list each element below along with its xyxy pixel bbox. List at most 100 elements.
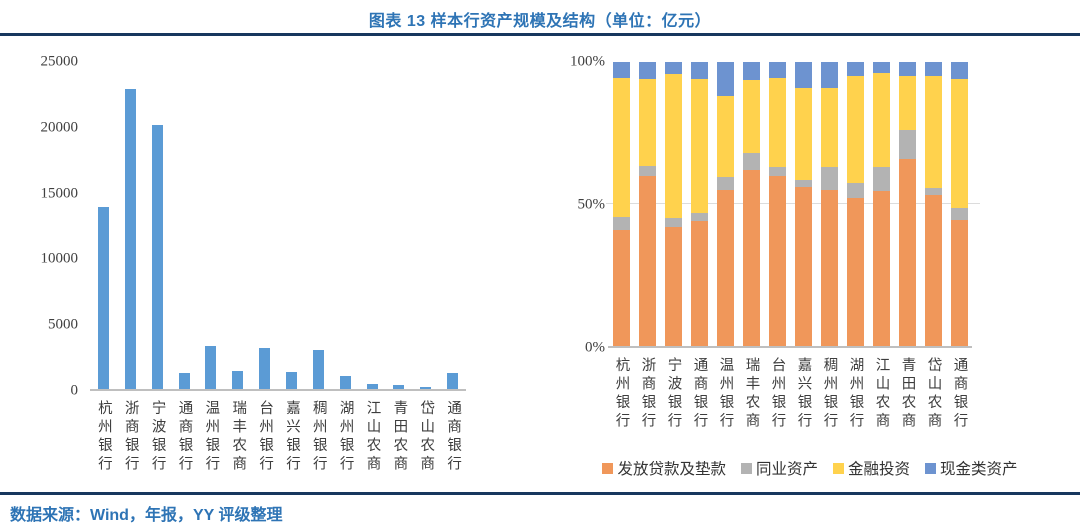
- x-label-slot: 湖州银行: [332, 400, 359, 484]
- bank-label: 江山农商: [364, 400, 381, 474]
- legend-item-loans: 发放贷款及垫款: [602, 457, 726, 479]
- asset-bar: [151, 125, 163, 389]
- bank-label: 瑞丰农商: [743, 357, 760, 431]
- segment-interbank: [794, 179, 812, 187]
- legend-label-investment: 金融投资: [848, 461, 911, 478]
- segment-investment: [846, 76, 864, 183]
- bank-label: 通商银行: [176, 400, 193, 474]
- segment-investment: [924, 76, 942, 189]
- asset-bar: [339, 375, 351, 389]
- bank-label: 湖州银行: [847, 357, 864, 431]
- bar-slot: [359, 62, 386, 389]
- legend-item-investment: 金融投资: [833, 457, 910, 479]
- segment-loans: [664, 226, 682, 346]
- x-label-slot: 通商银行: [439, 400, 466, 484]
- stack-slot: [816, 62, 842, 346]
- x-label-slot: 青田农商: [385, 400, 412, 484]
- segment-cash: [742, 62, 760, 81]
- stack-slot: [946, 62, 972, 346]
- x-label-slot: 温州银行: [712, 357, 738, 441]
- stacked-bar: [768, 62, 786, 346]
- bank-label: 稠州银行: [821, 357, 838, 431]
- bar-slot: [305, 62, 332, 389]
- stack-slot: [920, 62, 946, 346]
- bank-label: 宁波银行: [149, 400, 166, 474]
- x-label-slot: 江山农商: [359, 400, 386, 484]
- segment-interbank: [820, 167, 838, 190]
- bank-label: 岱山农商: [418, 400, 435, 474]
- segment-loans: [716, 189, 734, 346]
- data-source: 数据来源：Wind，年报，YY 评级整理: [10, 507, 283, 524]
- top-divider: [0, 33, 1080, 36]
- bar-slot: [332, 62, 359, 389]
- segment-cash: [820, 62, 838, 88]
- segment-interbank: [612, 216, 630, 230]
- segment-cash: [612, 62, 630, 78]
- segment-cash: [664, 62, 682, 74]
- bar-slot: [251, 62, 278, 389]
- segment-cash: [846, 62, 864, 77]
- asset-bar: [205, 345, 217, 389]
- segment-investment: [638, 79, 656, 166]
- bar-slot: [90, 62, 117, 389]
- bar-slot: [144, 62, 171, 389]
- x-label-slot: 宁波银行: [144, 400, 171, 484]
- segment-interbank: [872, 167, 890, 192]
- stacked-bar: [794, 62, 812, 346]
- stacked-bar: [690, 62, 708, 346]
- segment-loans: [846, 198, 864, 346]
- segment-investment: [690, 79, 708, 213]
- bank-label: 宁波银行: [665, 357, 682, 431]
- bank-label: 青田农商: [899, 357, 916, 431]
- segment-interbank: [638, 165, 656, 176]
- segment-interbank: [846, 182, 864, 199]
- x-label-slot: 嘉兴银行: [790, 357, 816, 441]
- asset-bar: [447, 372, 459, 389]
- bar-slot: [117, 62, 144, 389]
- segment-loans: [768, 175, 786, 346]
- stacked-bar: [924, 62, 942, 346]
- left-x-labels: 杭州银行 浙商银行 宁波银行 通商银行 温州银行 瑞丰农商 台州银行 嘉兴银行 稠州银行 湖州银行…: [90, 400, 466, 484]
- stacked-bar: [716, 62, 734, 346]
- segment-cash: [924, 62, 942, 77]
- right-x-labels: 杭州银行 浙商银行 宁波银行 通商银行 温州银行 瑞丰农商 台州银行 嘉兴银行 稠州银行 湖州银行…: [608, 357, 972, 441]
- segment-investment: [612, 77, 630, 217]
- stacked-bar: [950, 62, 968, 346]
- x-label-slot: 通商银行: [946, 357, 972, 441]
- segment-cash: [690, 62, 708, 80]
- segment-cash: [898, 62, 916, 77]
- x-label-slot: 通商银行: [686, 357, 712, 441]
- legend-swatch-investment: [833, 462, 844, 474]
- segment-loans: [820, 189, 838, 346]
- segment-loans: [924, 195, 942, 346]
- stack-slot: [608, 62, 634, 346]
- bank-label: 通商银行: [691, 357, 708, 431]
- bank-label: 温州银行: [203, 400, 220, 474]
- bar-slot: [197, 62, 224, 389]
- left-y-tick-label: 20000: [40, 119, 79, 136]
- stack-slot: [894, 62, 920, 346]
- bank-label: 嘉兴银行: [795, 357, 812, 431]
- segment-cash: [950, 62, 968, 80]
- bank-label: 杭州银行: [95, 400, 112, 474]
- bank-label: 浙商银行: [639, 357, 656, 431]
- bank-label: 瑞丰农商: [230, 400, 247, 474]
- bank-label: 青田农商: [391, 400, 408, 474]
- x-label-slot: 瑞丰农商: [738, 357, 764, 441]
- x-label-slot: 岱山农商: [920, 357, 946, 441]
- stack-slot: [712, 62, 738, 346]
- stacked-bar: [898, 62, 916, 346]
- legend-swatch-cash: [925, 462, 937, 474]
- x-label-slot: 杭州银行: [90, 400, 117, 484]
- bar-slot: [439, 62, 466, 389]
- stacked-bar: [612, 62, 630, 346]
- segment-investment: [872, 73, 890, 168]
- x-label-slot: 台州银行: [251, 400, 278, 484]
- bank-label: 岱山农商: [925, 357, 942, 431]
- bank-label: 台州银行: [257, 400, 274, 474]
- stack-slot: [764, 62, 790, 346]
- stacked-bar: [872, 62, 890, 346]
- segment-investment: [768, 77, 786, 168]
- left-y-tick-label: 15000: [40, 185, 79, 202]
- x-label-slot: 通商银行: [171, 400, 198, 484]
